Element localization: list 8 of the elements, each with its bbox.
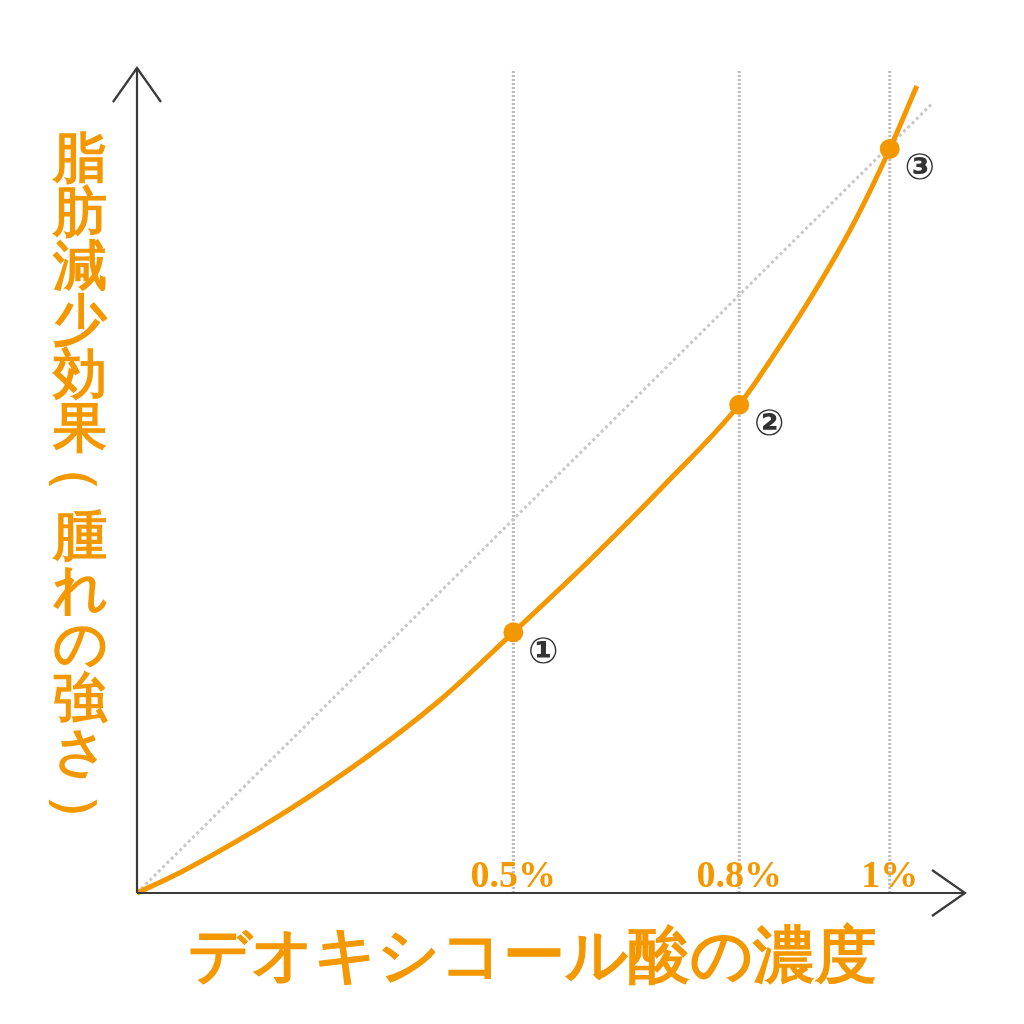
x-tick-label: 0.8% [696, 853, 782, 895]
x-tick-label: 1% [861, 853, 919, 895]
x-axis-title: デオキシコール酸の濃度 [187, 918, 877, 991]
annotation: ③ [904, 146, 935, 188]
annotation: ① [528, 629, 559, 671]
text: 脂肪減少効果（腫れの強さ） [46, 126, 110, 848]
annotation: ② [753, 402, 785, 444]
x-tick-label: 0.5% [470, 853, 557, 895]
